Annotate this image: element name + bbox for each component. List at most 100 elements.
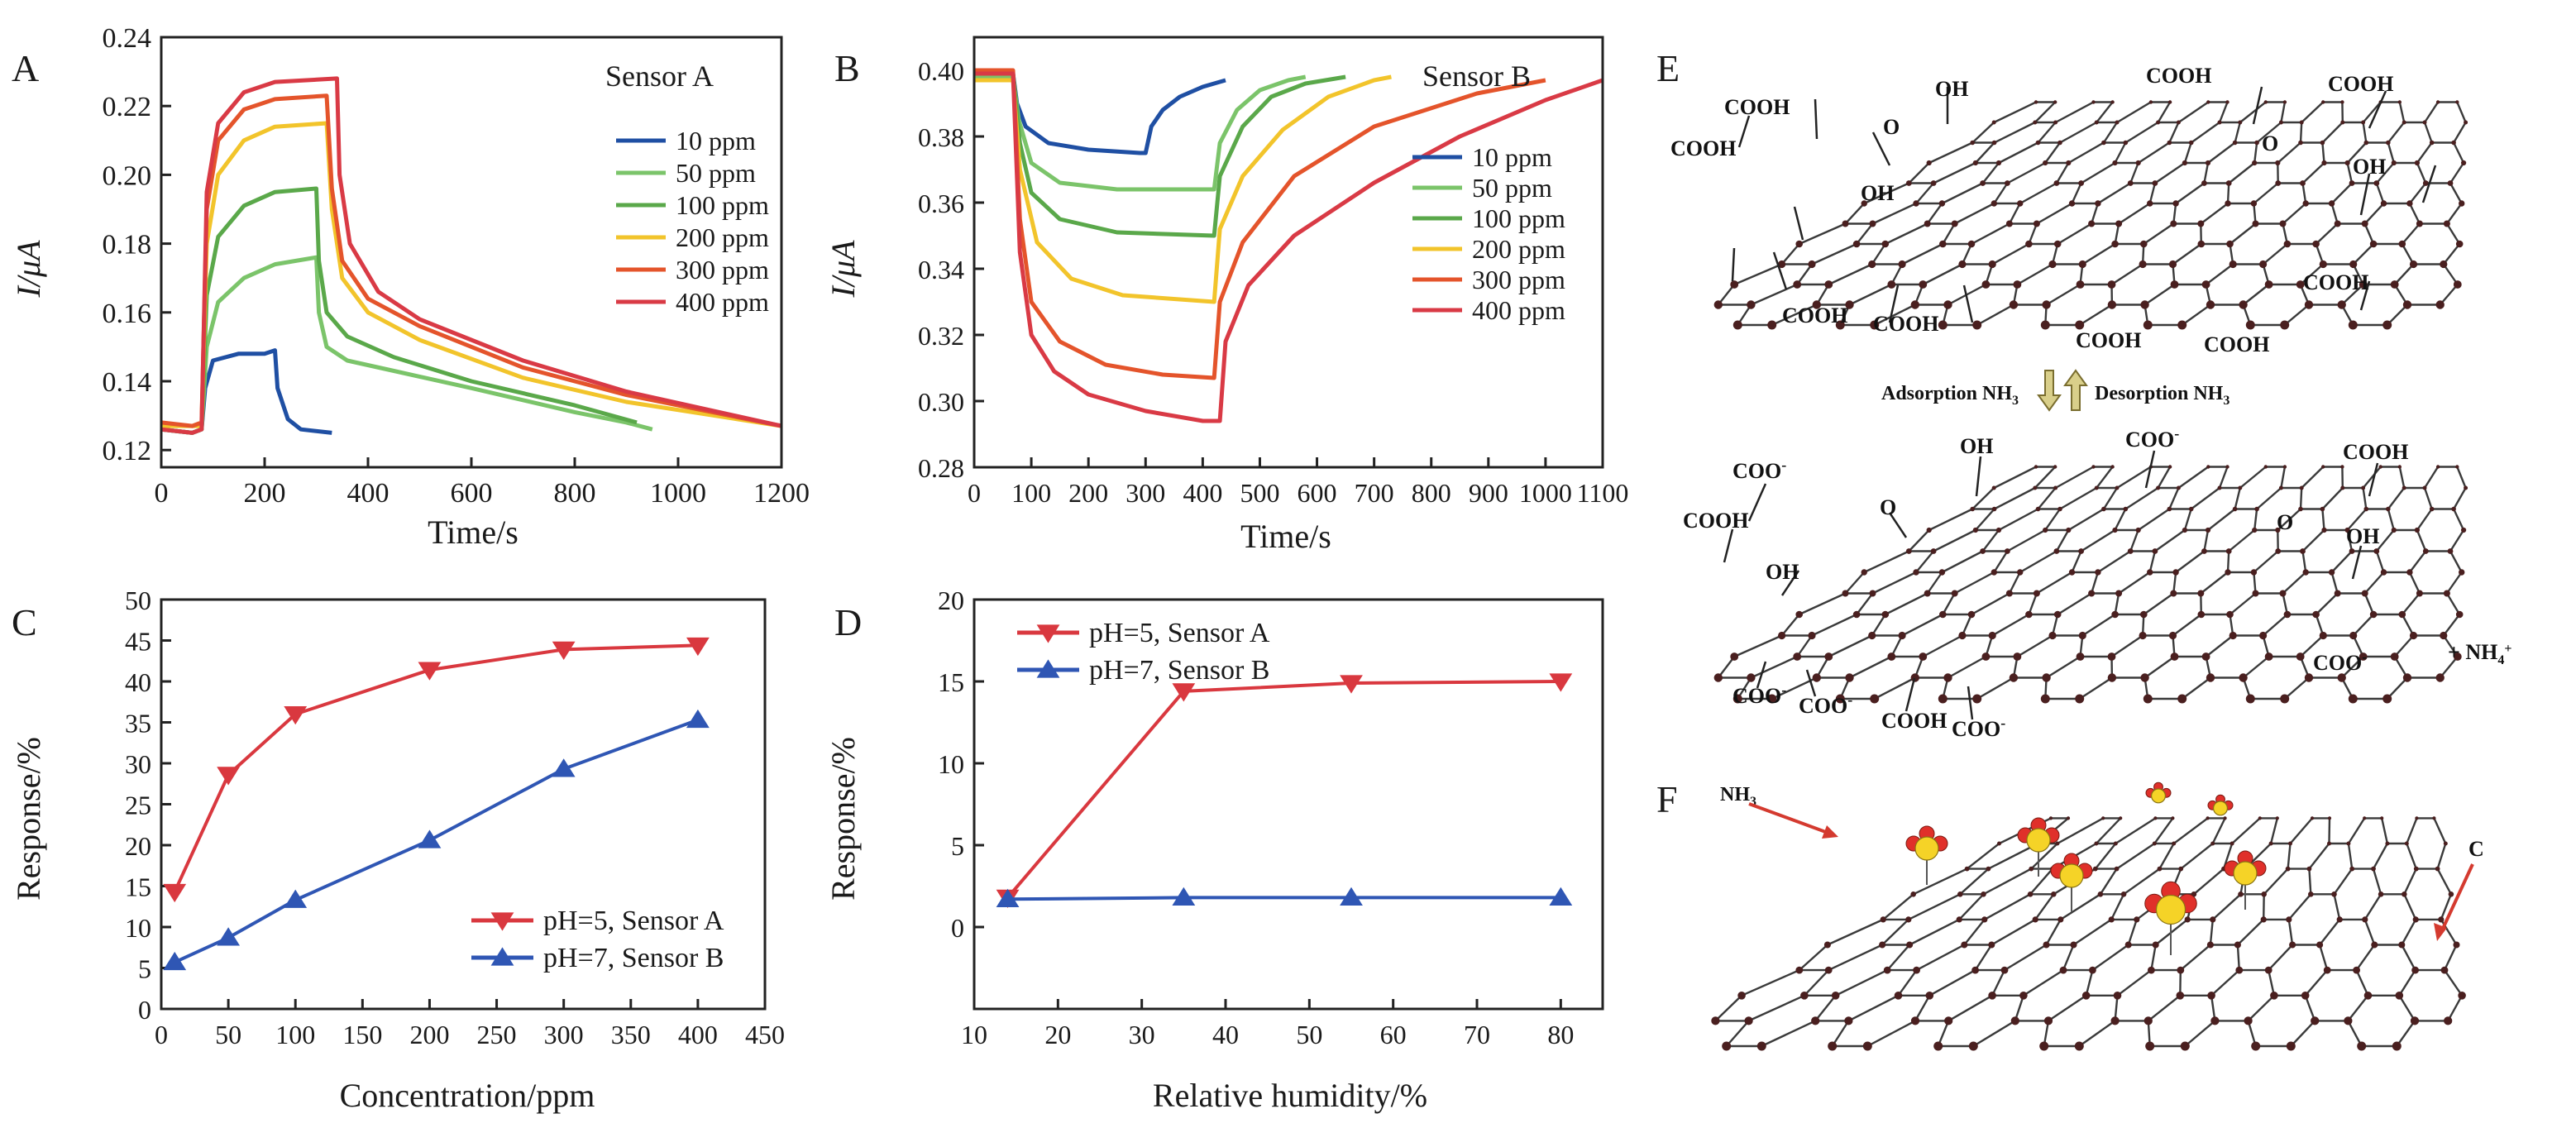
lattice-atom	[1812, 300, 1821, 309]
panel-a-x-axis-label: Time/s	[428, 514, 519, 551]
lattice-bond	[2299, 263, 2325, 285]
lattice-bond	[2008, 571, 2021, 595]
graphene-sheet-top	[1713, 100, 2468, 330]
lattice-atom	[2152, 180, 2158, 186]
lattice-bond	[2280, 466, 2287, 489]
lattice-bond	[1863, 182, 1909, 205]
lattice-atom	[1981, 652, 1991, 661]
lattice-bond	[2029, 868, 2053, 896]
lattice-atom	[1823, 941, 1831, 949]
lattice-bond	[2168, 122, 2180, 143]
lattice-atom	[2110, 1016, 2120, 1025]
lattice-bond	[2442, 614, 2461, 637]
lattice-bond	[1974, 944, 1993, 971]
middle-group-9: OH	[1766, 560, 1799, 584]
lattice-atom	[2070, 941, 2077, 949]
lattice-bond	[2205, 263, 2234, 285]
lattice-atom	[2447, 548, 2454, 554]
lattice-atom	[1939, 610, 1947, 619]
lattice-bond	[1998, 508, 2039, 532]
panel-c-series-0-point	[217, 767, 241, 786]
nh3-pointer-arrow	[1748, 802, 1831, 835]
lattice-atom	[2143, 694, 2153, 704]
lattice-bond	[2129, 162, 2139, 184]
lattice-atom	[2010, 1016, 2019, 1025]
lattice-bond	[1847, 994, 1900, 1022]
lattice-atom	[2032, 916, 2038, 923]
lattice-atom	[1870, 694, 1880, 704]
lattice-atom	[2168, 260, 2177, 269]
lattice-bond	[1804, 969, 1830, 997]
lattice-atom	[2094, 841, 2099, 846]
lattice-atom	[2371, 941, 2378, 949]
lattice-atom	[1972, 160, 1978, 166]
lattice-atom	[2095, 569, 2101, 576]
nh3-molecule	[2050, 853, 2093, 912]
lattice-bond	[2114, 141, 2127, 164]
lattice-atom	[1943, 673, 1952, 682]
lattice-atom	[2413, 866, 2419, 872]
lattice-atom	[2005, 180, 2010, 186]
lattice-atom	[2225, 180, 2232, 186]
panel-c-y-tick-label: 25	[125, 791, 151, 820]
top-group-2: OH	[1935, 77, 1968, 101]
lattice-atom	[2340, 485, 2345, 490]
lattice-atom	[2135, 527, 2141, 533]
lattice-bond	[2406, 817, 2418, 844]
lattice-bond	[2363, 919, 2376, 945]
lattice-bond	[1811, 613, 1857, 637]
top-group-8: OH	[2353, 155, 2386, 179]
lattice-bond	[1796, 634, 1813, 657]
lattice-atom	[2334, 220, 2341, 227]
lattice-atom	[1868, 631, 1876, 640]
lattice-atom	[2390, 280, 2399, 289]
lattice-bond	[1871, 243, 1886, 265]
lattice-atom	[1926, 160, 1932, 166]
lattice-atom	[2340, 120, 2345, 125]
lattice-bond	[2158, 843, 2175, 870]
lattice-bond	[2318, 944, 2329, 971]
lattice-atom	[2053, 120, 2058, 125]
lattice-atom	[2088, 590, 2096, 597]
lattice-bond	[2444, 969, 2464, 997]
lattice-atom	[2078, 631, 2086, 640]
lattice-atom	[2197, 590, 2205, 597]
lattice-bond	[2036, 202, 2073, 225]
lattice-bond	[2004, 944, 2048, 972]
lattice-atom	[2239, 673, 2248, 682]
lattice-bond	[2115, 843, 2155, 870]
lattice-atom	[1845, 300, 1854, 309]
lattice-bond	[2193, 868, 2225, 896]
lattice-bond	[2423, 466, 2440, 489]
lattice-atom	[2033, 485, 2038, 490]
lattice-bond	[2019, 550, 2057, 574]
lattice-atom	[1924, 590, 1931, 597]
lattice-bond	[2080, 161, 2116, 184]
lattice-atom	[2230, 841, 2234, 846]
lattice-bond	[2239, 101, 2267, 123]
panel-d-x-tick-label: 60	[1380, 1020, 1407, 1049]
lattice-bond	[1972, 1020, 2016, 1048]
lattice-bond	[2398, 995, 2416, 1022]
lattice-atom	[1828, 1041, 1838, 1051]
lattice-atom	[2349, 260, 2358, 269]
panel-a-x-tick-label: 0	[155, 478, 169, 509]
lattice-atom	[2206, 673, 2215, 682]
lattice-atom	[2300, 180, 2306, 186]
panel-a-y-tick-label: 0.20	[103, 160, 152, 191]
lattice-bond	[2096, 817, 2122, 844]
lattice-bond	[1741, 969, 1800, 997]
panel-a-plot-area: 0 200 400 600 800 1000 1200 0.12 0.14 0.16 0.18 0.2…	[103, 23, 810, 509]
lattice-atom	[2206, 816, 2210, 820]
lattice-atom	[2443, 590, 2450, 597]
panel-b-x-tick-label: 300	[1126, 478, 1165, 508]
lattice-atom	[2283, 240, 2292, 248]
lattice-bond	[2280, 102, 2287, 123]
lattice-atom	[2184, 916, 2191, 923]
lattice-atom	[2140, 610, 2148, 619]
lattice-bond	[2269, 818, 2278, 844]
lattice-bond	[2416, 508, 2433, 531]
lattice-atom	[2344, 527, 2350, 533]
middle-group-7: O	[2277, 510, 2293, 534]
lattice-bond	[2183, 142, 2192, 164]
